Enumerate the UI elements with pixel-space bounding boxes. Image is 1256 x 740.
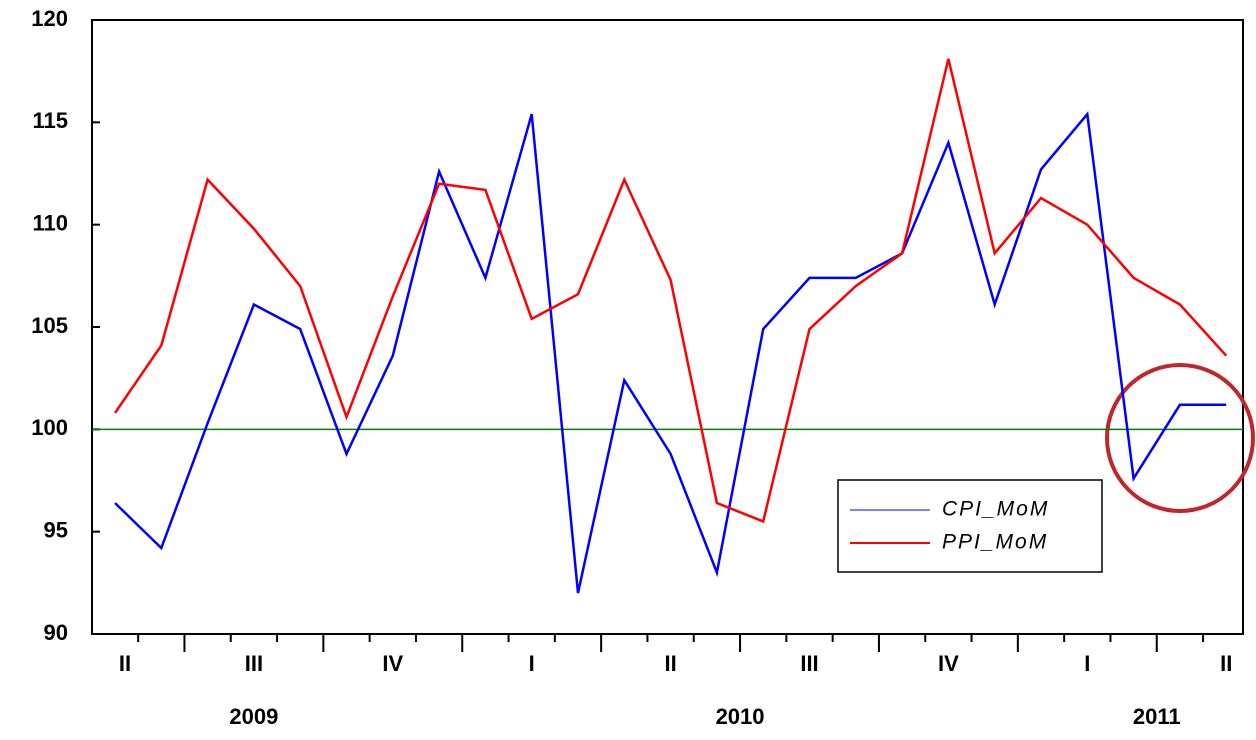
y-tick-label: 100 — [31, 415, 68, 440]
x-tick-label: III — [800, 651, 818, 676]
highlight-circle — [1105, 363, 1255, 513]
x-tick-label: II — [1220, 651, 1232, 676]
legend-box — [837, 479, 1103, 573]
year-label: 2009 — [229, 704, 278, 729]
x-tick-label: I — [529, 651, 535, 676]
x-tick-label: IV — [938, 651, 959, 676]
legend-label: PPI_MoM — [942, 531, 1048, 554]
y-tick-label: 105 — [31, 313, 68, 338]
x-tick-label: I — [1084, 651, 1090, 676]
y-tick-label: 120 — [31, 6, 68, 31]
x-tick-label: II — [664, 651, 676, 676]
y-tick-label: 110 — [33, 210, 69, 235]
y-tick-label: 95 — [44, 517, 68, 542]
y-tick-label: 115 — [33, 108, 69, 133]
legend-label: CPI_MoM — [942, 498, 1049, 521]
year-label: 2010 — [716, 704, 765, 729]
y-tick-label: 90 — [44, 620, 68, 645]
series-line — [114, 111, 1227, 594]
series-line — [113, 58, 1228, 524]
x-tick-label: II — [119, 651, 131, 676]
x-tick-label: IV — [382, 651, 403, 676]
x-tick-label: III — [245, 651, 263, 676]
year-label: 2011 — [1133, 704, 1181, 729]
